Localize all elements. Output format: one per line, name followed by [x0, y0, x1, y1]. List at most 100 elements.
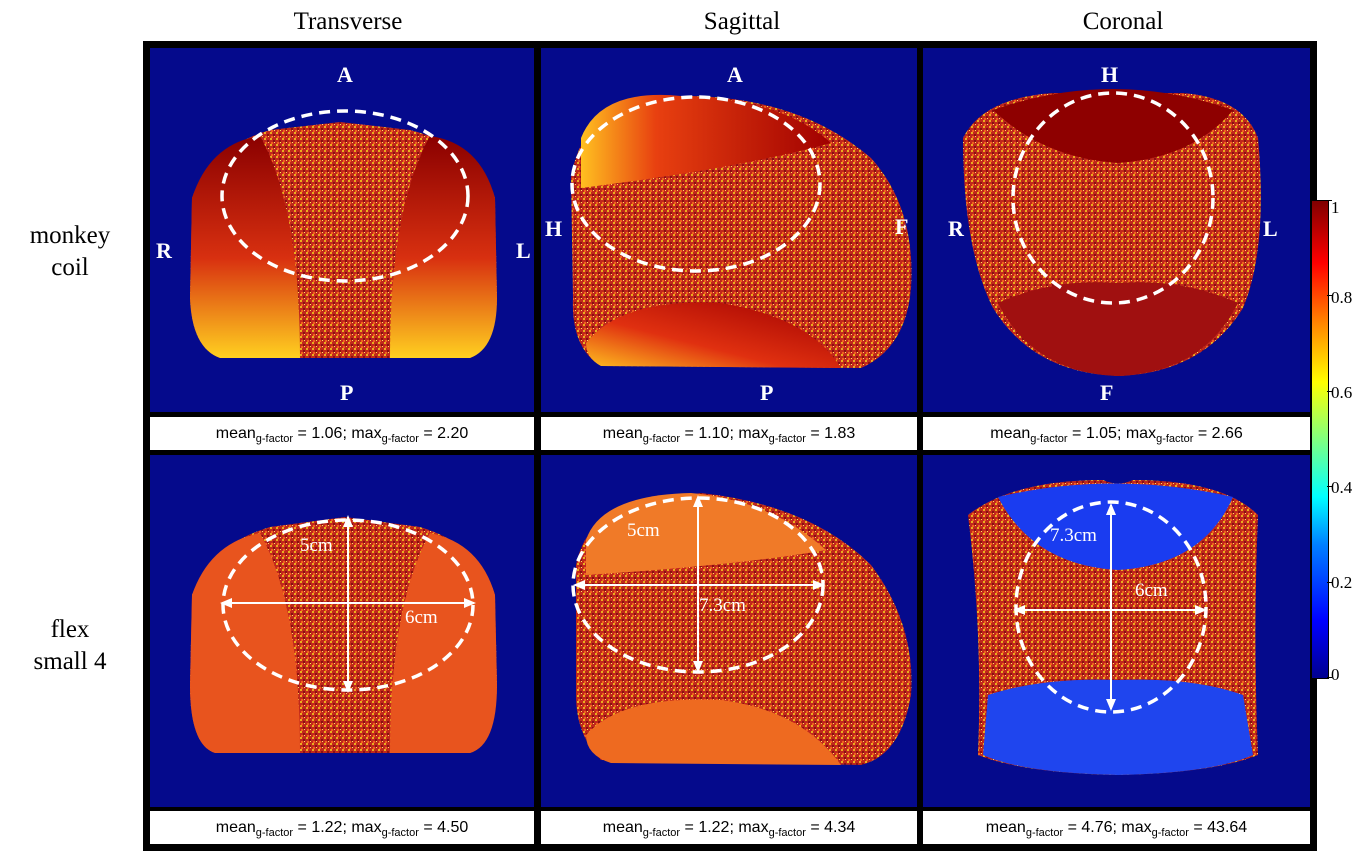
panel-coronal-flex-small-4: 7.3cm 6cm meang-factor = 4.76; maxg-fact… — [923, 455, 1310, 844]
orientation-label-right: L — [1263, 216, 1278, 241]
row-label-line: flex — [50, 616, 90, 643]
row-label-line: small 4 — [33, 648, 107, 675]
gfactor-caption: meang-factor = 1.22; maxg-factor = 4.50 — [150, 811, 534, 844]
caption-sep: ; — [729, 425, 739, 442]
caption-subscript: g-factor — [381, 827, 419, 840]
mean-value: 4.76 — [1081, 819, 1113, 836]
colorbar-tick-mark — [1327, 200, 1332, 201]
caption-subscript: g-factor — [642, 827, 681, 840]
caption-eq: = — [293, 425, 312, 442]
colorbar-tick-mark — [1327, 295, 1332, 296]
orientation-label-right: L — [516, 238, 531, 263]
caption-label: max — [1121, 819, 1152, 836]
caption-sep: ; — [1116, 425, 1126, 442]
orientation-label-bottom: P — [340, 380, 354, 405]
colorbar-tick-label: 0.4 — [1331, 478, 1353, 497]
caption-label: mean — [990, 425, 1031, 442]
caption-eq: = — [1063, 819, 1082, 836]
caption-subscript: g-factor — [768, 433, 806, 446]
caption-label: mean — [602, 819, 643, 836]
colorbar-tick-label: 0.8 — [1331, 288, 1353, 307]
colorbar — [1311, 200, 1329, 679]
column-title-coronal: Coronal — [1082, 8, 1164, 35]
panel-transverse-flex-small-4: 5cm 6cm meang-factor = 1.22; maxg-factor… — [150, 455, 534, 844]
caption-subscript: g-factor — [768, 827, 806, 840]
colorbar-tick-label: 0.2 — [1331, 573, 1353, 592]
caption-sep: ; — [342, 425, 352, 442]
caption-label: max — [351, 819, 382, 836]
orientation-label-top: A — [727, 62, 743, 87]
panel-sagittal-monkey-coil: A P H F meang-factor = 1.10; maxg-factor… — [541, 48, 917, 450]
caption-eq: = — [418, 425, 438, 442]
caption-eq: = — [1193, 425, 1212, 442]
gfactor-caption: meang-factor = 1.05; maxg-factor = 2.66 — [923, 417, 1310, 450]
caption-subscript: g-factor — [381, 433, 419, 446]
caption-sep: ; — [342, 819, 352, 836]
dimension-label-vertical: 5cm — [300, 535, 333, 556]
mean-value: 1.22 — [698, 819, 730, 836]
caption-eq: = — [680, 819, 699, 836]
gfactor-map — [150, 48, 534, 412]
caption-subscript: g-factor — [255, 433, 294, 446]
caption-sep: ; — [1112, 819, 1122, 836]
dimension-label-vertical: 5cm — [627, 520, 660, 541]
caption-label: mean — [215, 819, 256, 836]
max-value: 2.66 — [1211, 425, 1243, 442]
orientation-label-left: R — [948, 216, 964, 241]
mean-value: 1.22 — [311, 819, 343, 836]
orientation-label-left: R — [156, 238, 172, 263]
caption-eq: = — [680, 425, 699, 442]
gfactor-caption: meang-factor = 1.06; maxg-factor = 2.20 — [150, 417, 534, 450]
max-value: 4.34 — [824, 819, 856, 836]
caption-label: mean — [985, 819, 1026, 836]
caption-eq: = — [805, 819, 825, 836]
caption-subscript: g-factor — [642, 433, 681, 446]
mean-value: 1.10 — [698, 425, 730, 442]
gfactor-caption: meang-factor = 1.10; maxg-factor = 1.83 — [541, 417, 917, 450]
row-label-flex-small-4: flex small 4 — [0, 614, 140, 678]
caption-eq: = — [293, 819, 312, 836]
dimension-label-vertical: 7.3cm — [1050, 525, 1097, 546]
orientation-label-top: A — [337, 62, 353, 87]
caption-label: max — [738, 425, 769, 442]
caption-label: max — [1125, 425, 1157, 442]
colorbar-tick-label: 1 — [1331, 198, 1340, 217]
caption-subscript: g-factor — [1151, 827, 1189, 840]
caption-subscript: g-factor — [1030, 433, 1068, 446]
caption-eq: = — [418, 819, 438, 836]
row-label-line: coil — [51, 254, 89, 281]
caption-label: mean — [602, 425, 643, 442]
caption-eq: = — [805, 425, 825, 442]
dimension-label-horizontal: 6cm — [1135, 580, 1168, 601]
colorbar-tick-label: 0.6 — [1331, 383, 1353, 402]
panel-coronal-monkey-coil: H F R L meang-factor = 1.05; maxg-factor… — [923, 48, 1310, 450]
colorbar-tick-mark — [1327, 677, 1332, 678]
column-title-sagittal: Sagittal — [703, 8, 781, 35]
colorbar-tick-mark — [1327, 486, 1332, 487]
gfactor-map — [150, 455, 534, 807]
caption-eq: = — [1188, 819, 1208, 836]
dimension-label-horizontal: 7.3cm — [699, 595, 746, 616]
orientation-label-bottom: F — [1100, 380, 1114, 405]
caption-label: mean — [215, 425, 256, 442]
column-title-transverse: Transverse — [293, 8, 403, 35]
caption-subscript: g-factor — [1025, 827, 1064, 840]
caption-label: max — [351, 425, 382, 442]
image-grid: A P R L meang-factor = 1.06; maxg-factor… — [143, 41, 1317, 851]
gfactor-map — [923, 455, 1310, 807]
caption-sep: ; — [729, 819, 739, 836]
max-value: 1.83 — [824, 425, 856, 442]
caption-label: max — [738, 819, 769, 836]
gfactor-caption: meang-factor = 1.22; maxg-factor = 4.34 — [541, 811, 917, 844]
gfactor-map — [923, 48, 1310, 412]
max-value: 2.20 — [437, 425, 469, 442]
colorbar-tick-label: 0 — [1331, 665, 1340, 684]
orientation-label-top: H — [1101, 62, 1119, 87]
panel-transverse-monkey-coil: A P R L meang-factor = 1.06; maxg-factor… — [150, 48, 534, 450]
gfactor-map — [541, 455, 917, 807]
mean-value: 1.05 — [1085, 425, 1117, 442]
max-value: 4.50 — [437, 819, 469, 836]
colorbar-tick-mark — [1327, 582, 1332, 583]
row-label-monkey-coil: monkey coil — [0, 220, 140, 284]
caption-eq: = — [1067, 425, 1086, 442]
